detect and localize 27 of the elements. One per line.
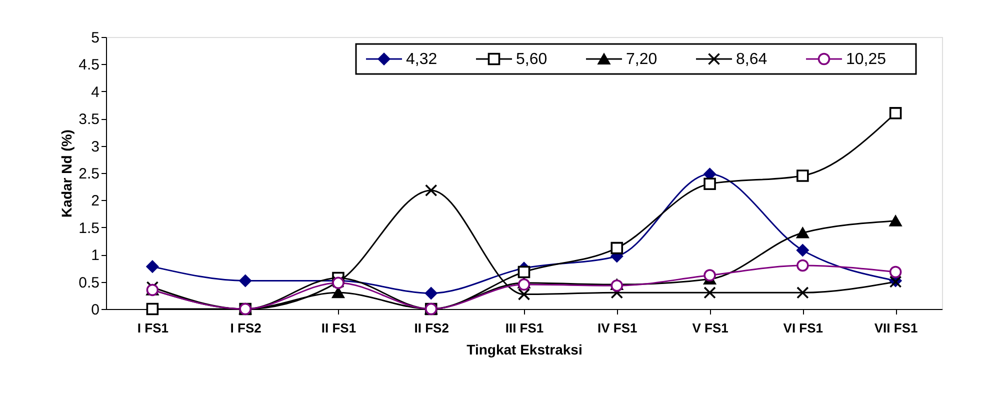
x-tick-label: VII FS1: [874, 320, 918, 336]
x-axis-title: Tingkat Ekstraksi: [466, 342, 582, 358]
legend-label: 4,32: [406, 51, 438, 68]
x-tick-label: II FS2: [414, 320, 449, 336]
y-tick-label: 3: [91, 138, 100, 156]
y-tick-label: 0.5: [78, 274, 100, 292]
legend-label: 5,60: [516, 51, 548, 68]
y-axis-title: Kadar Nd (%): [58, 130, 75, 218]
x-tick-label: I FS2: [230, 320, 262, 336]
y-tick-label: 5: [91, 30, 100, 46]
x-tick-label: VI FS1: [783, 320, 824, 336]
y-tick-label: 2: [91, 192, 100, 210]
y-tick-label: 4.5: [78, 56, 100, 74]
x-tick-label: III FS1: [505, 320, 544, 336]
legend-label: 8,64: [736, 51, 768, 68]
y-tick-label: 2.5: [78, 166, 100, 182]
y-tick-label: 3.5: [78, 111, 100, 128]
x-tick-label: V FS1: [692, 320, 728, 336]
legend-label: 7,20: [626, 51, 658, 68]
y-tick-label: 4: [91, 84, 100, 101]
y-tick-label: 0: [91, 302, 100, 318]
x-tick-label: II FS1: [321, 320, 356, 336]
x-tick-label: I FS1: [137, 320, 168, 336]
x-tick-label: IV FS1: [598, 320, 638, 336]
y-tick-label: 1.5: [78, 220, 100, 237]
legend-label: 10,25: [846, 51, 886, 68]
y-tick-label: 1: [91, 247, 100, 264]
